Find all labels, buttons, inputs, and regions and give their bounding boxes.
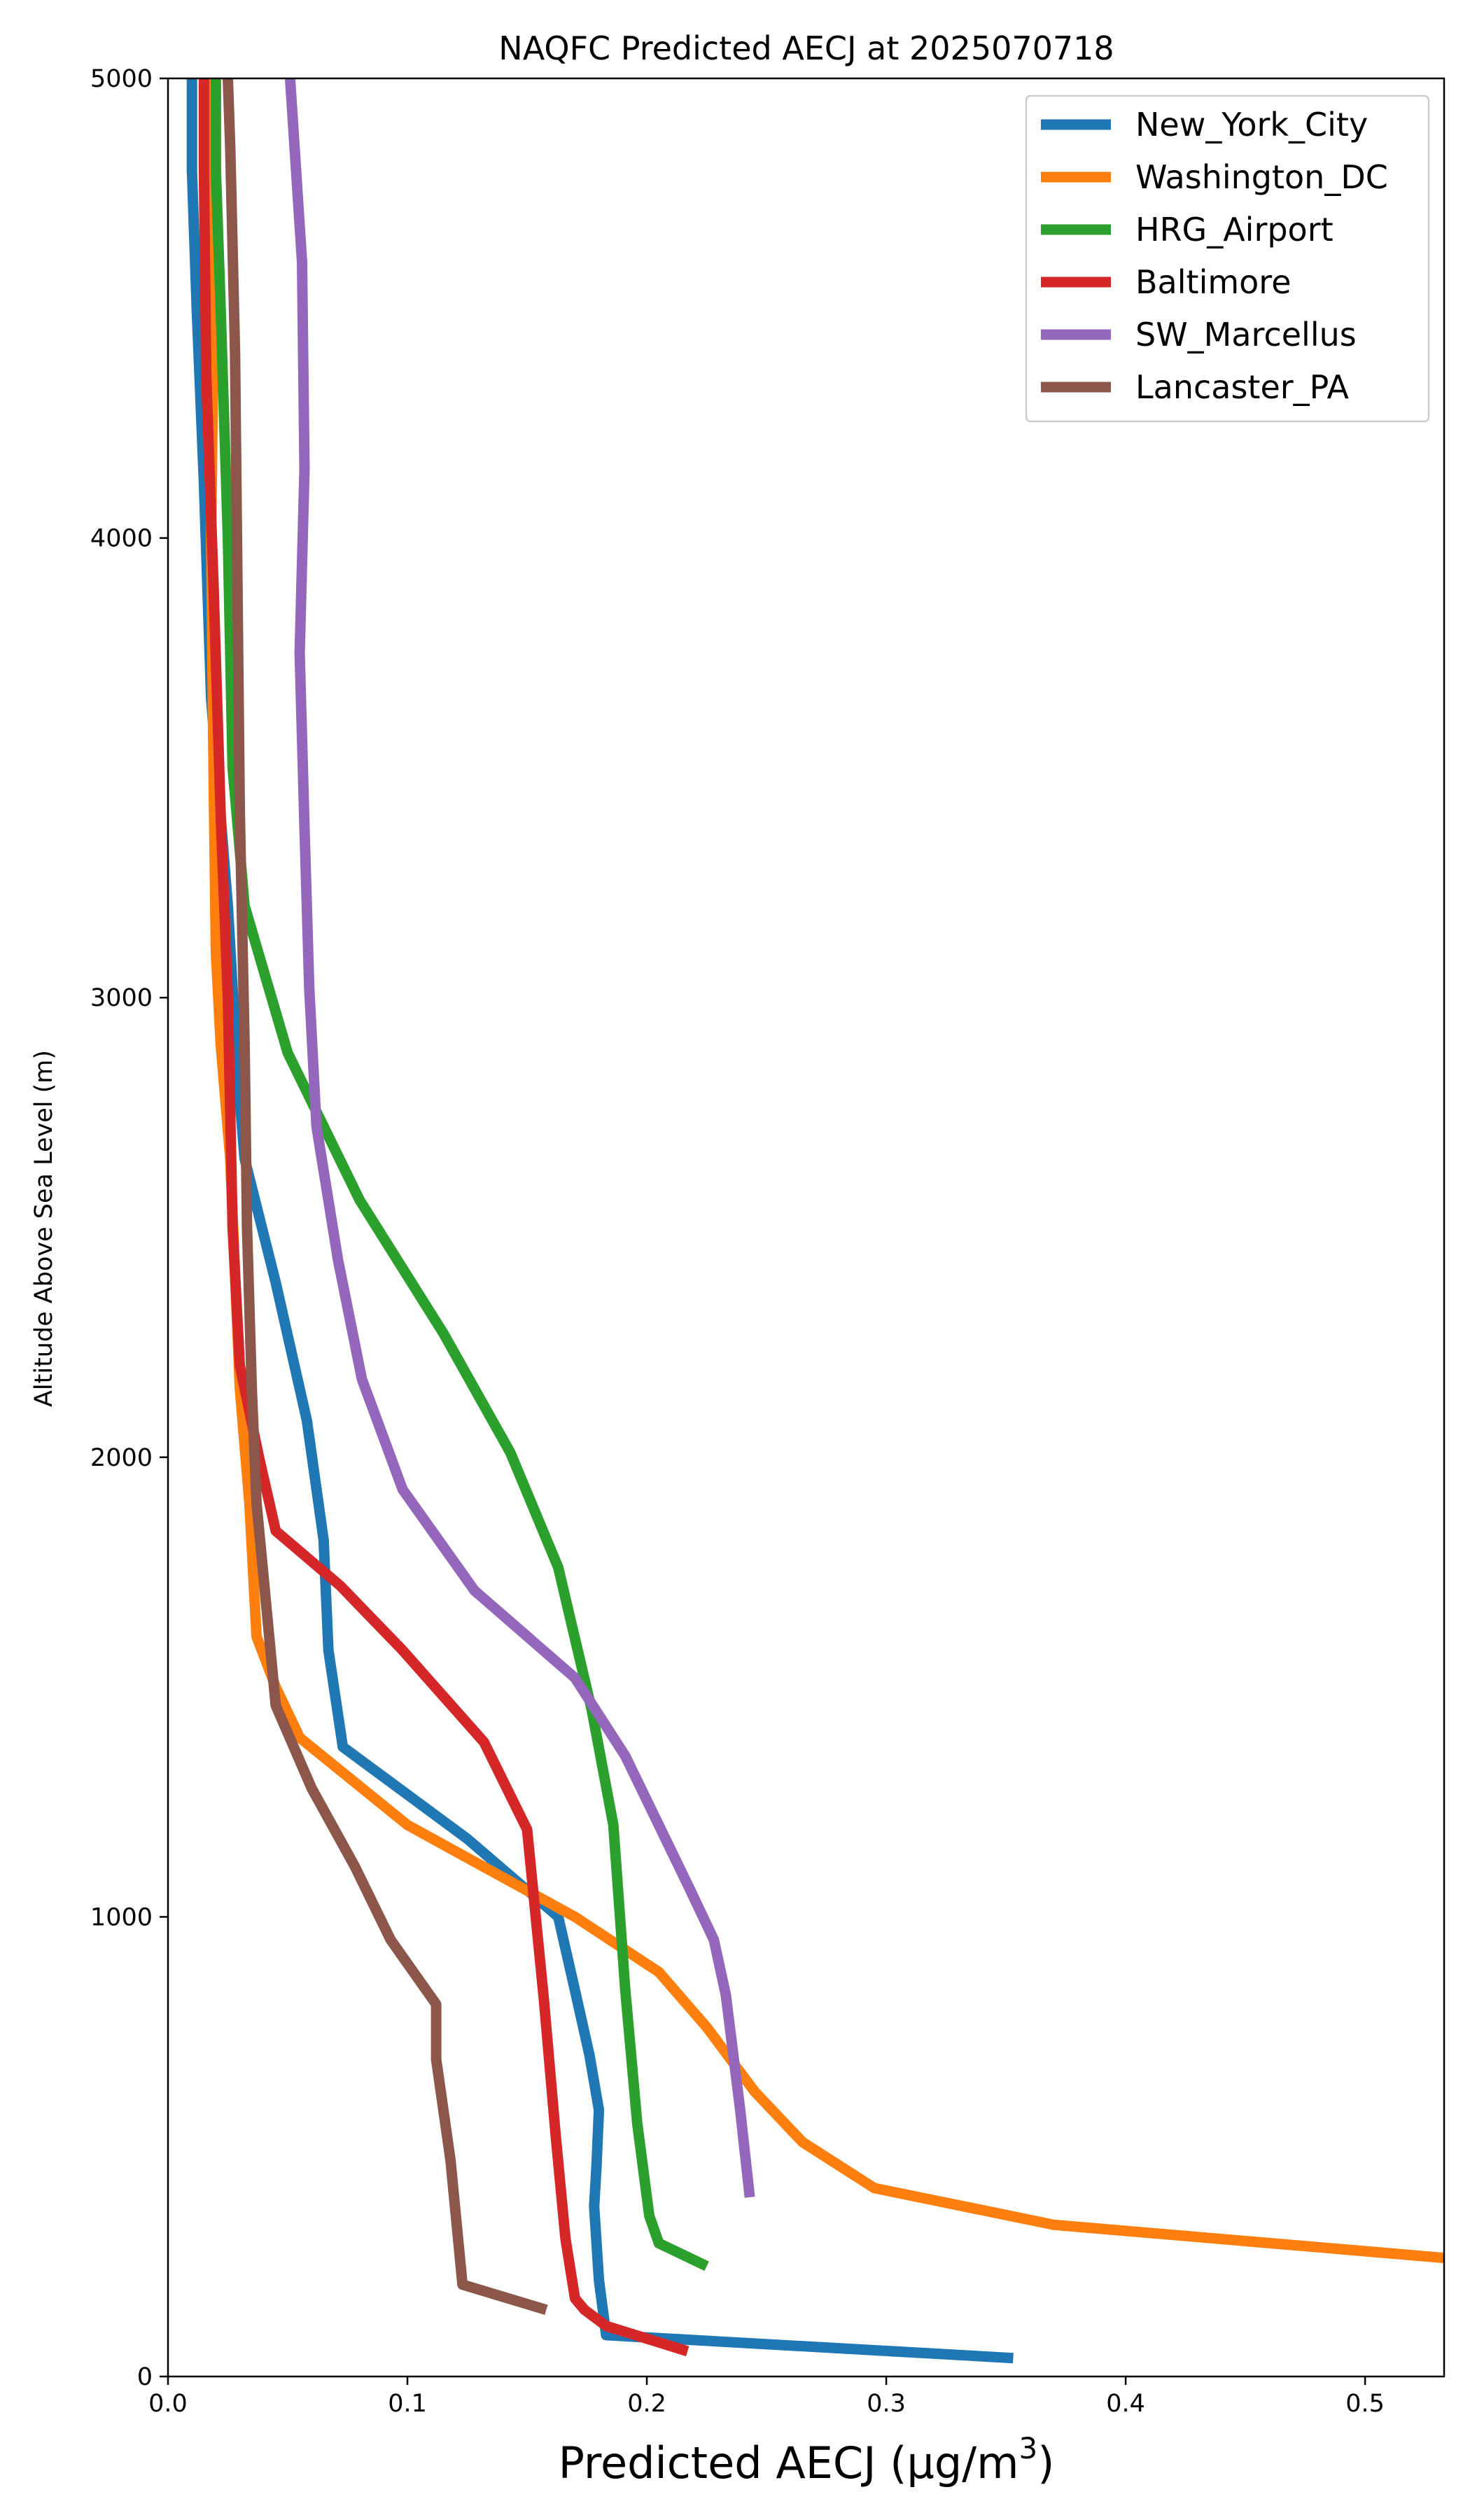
- legend: New_York_City Washington_DC HRG_Airport Bal…: [1025, 94, 1430, 423]
- y-tick-label: 0: [137, 2363, 153, 2391]
- legend-label: Lancaster_PA: [1135, 368, 1349, 406]
- y-tick-label: 4000: [90, 525, 153, 553]
- x-axis-label-end: ): [1037, 2437, 1054, 2488]
- legend-label: Baltimore: [1135, 263, 1292, 301]
- legend-label: SW_Marcellus: [1135, 316, 1357, 354]
- x-tick-label: 0.0: [148, 2390, 188, 2418]
- x-axis-label-unit: μg/m: [906, 2437, 1018, 2488]
- y-tick-label: 1000: [90, 1903, 153, 1931]
- x-tick-label: 0.4: [1106, 2390, 1145, 2418]
- y-tick-label: 3000: [90, 984, 153, 1012]
- x-tick-label: 0.1: [388, 2390, 427, 2418]
- y-tick-label: 2000: [90, 1444, 153, 1472]
- y-tick-label: 5000: [90, 65, 153, 93]
- y-axis: 0 1000 2000 3000 4000 5000: [90, 65, 168, 2391]
- legend-label: HRG_Airport: [1135, 211, 1334, 248]
- legend-label: New_York_City: [1135, 106, 1368, 144]
- x-axis-label-main: Predicted AECJ (: [559, 2437, 907, 2488]
- series-line-baltimore: [198, 78, 690, 2357]
- series-line-lancaster-pa: [223, 78, 548, 2315]
- y-axis-label: Altitude Above Sea Level (m): [30, 1050, 58, 1407]
- x-axis-label-sup: 3: [1018, 2431, 1037, 2465]
- x-tick-label: 0.5: [1345, 2390, 1385, 2418]
- chart-title: NAQFC Predicted AECJ at 2025070718: [498, 29, 1114, 67]
- x-tick-label: 0.2: [627, 2390, 666, 2418]
- plot-frame: [167, 77, 1446, 2378]
- series-line-hrg-airport: [210, 78, 709, 2272]
- x-axis: 0.0 0.1 0.2 0.3 0.4 0.5: [148, 2376, 1385, 2418]
- x-axis-label: Predicted AECJ (μg/m3): [559, 2431, 1055, 2488]
- x-tick-label: 0.3: [867, 2390, 906, 2418]
- legend-label: Washington_DC: [1135, 158, 1388, 196]
- series-line-sw-marcellus: [284, 78, 755, 2198]
- legend-box: [1025, 94, 1430, 423]
- series-layer: [186, 78, 1445, 2364]
